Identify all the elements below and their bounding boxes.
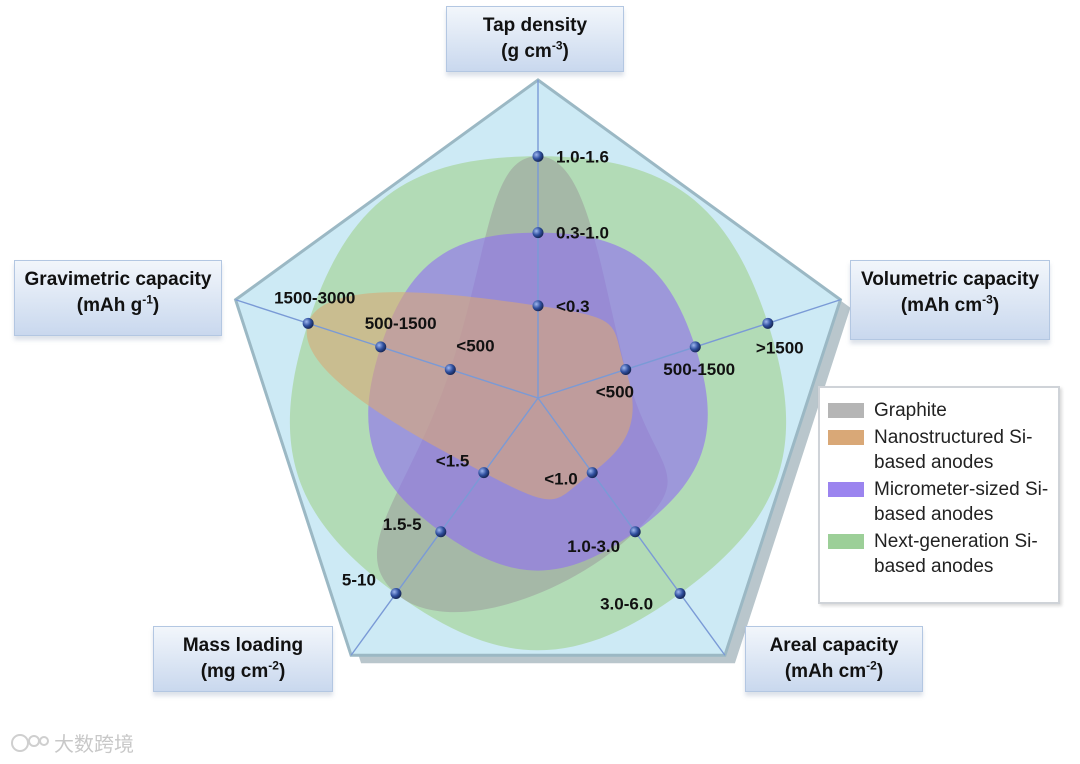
watermark-text: 大数跨境	[54, 734, 134, 756]
legend-swatch	[828, 403, 864, 418]
legend-label-cont: based anodes	[874, 556, 994, 577]
legend-swatch	[828, 482, 864, 497]
legend-item-graphite: Graphite	[828, 398, 1050, 423]
tick-marker-tap-1	[532, 300, 544, 312]
axis-line-vol	[537, 299, 841, 399]
tick-marker-mass-3	[390, 588, 402, 600]
tick-label-mass-1: <1.5	[436, 452, 470, 471]
legend-swatch	[828, 430, 864, 445]
tick-marker-grav-1	[444, 364, 456, 376]
tick-label-grav-3: 1500-3000	[274, 288, 355, 307]
legend-label: Nanostructured Si-	[874, 427, 1033, 448]
axis-line-areal	[537, 397, 726, 656]
tick-label-vol-3: >1500	[756, 338, 804, 357]
legend-item-micrometer: Micrometer-sized Si- based anodes	[828, 477, 1050, 527]
tick-label-grav-1: <500	[456, 337, 494, 356]
tick-label-grav-2: 500-1500	[365, 314, 437, 333]
tick-label-tap-3: 1.0-1.6	[556, 147, 609, 166]
legend-label: Next-generation Si-	[874, 531, 1038, 552]
axis-title-vol: Volumetric capacity (mAh cm-3)	[850, 260, 1050, 340]
watermark-logo-icon	[11, 733, 49, 752]
legend: Graphite Nanostructured Si- based anodes…	[818, 386, 1060, 604]
tick-marker-areal-2	[629, 526, 641, 538]
tick-label-areal-1: <1.0	[544, 470, 578, 489]
tick-marker-tap-2	[532, 227, 544, 239]
tick-marker-vol-1	[620, 364, 632, 376]
tick-marker-areal-3	[674, 588, 686, 600]
tick-marker-mass-2	[435, 526, 447, 538]
axis-title-mass: Mass loading (mg cm-2)	[153, 626, 333, 692]
axis-line-mass	[350, 397, 539, 656]
tick-marker-areal-1	[586, 467, 598, 479]
legend-item-next-gen: Next-generation Si- based anodes	[828, 529, 1050, 579]
tick-label-areal-2: 1.0-3.0	[567, 537, 620, 556]
tick-marker-vol-3	[762, 317, 774, 329]
tick-label-vol-2: 500-1500	[663, 360, 735, 379]
tick-label-tap-1: <0.3	[556, 297, 590, 316]
legend-label: Micrometer-sized Si-	[874, 479, 1049, 500]
tick-label-areal-3: 3.0-6.0	[600, 595, 653, 614]
legend-label-cont: based anodes	[874, 452, 994, 473]
tick-marker-tap-3	[532, 150, 544, 162]
tick-marker-mass-1	[478, 467, 490, 479]
axis-title-grav: Gravimetric capacity (mAh g-1)	[14, 260, 222, 336]
tick-marker-vol-2	[689, 341, 701, 353]
tick-label-tap-2: 0.3-1.0	[556, 224, 609, 243]
tick-label-mass-3: 5-10	[342, 571, 376, 590]
watermark: 大数跨境	[10, 728, 134, 757]
tick-marker-grav-2	[375, 341, 387, 353]
tick-marker-grav-3	[302, 317, 314, 329]
axis-line-grav	[235, 299, 539, 399]
axis-title-tap: Tap density (g cm-3)	[446, 6, 624, 72]
legend-label: Graphite	[874, 400, 947, 421]
tick-label-mass-2: 1.5-5	[383, 515, 422, 534]
legend-label-cont: based anodes	[874, 504, 994, 525]
series-area-nanostructured	[306, 292, 633, 500]
tick-label-vol-1: <500	[596, 383, 634, 402]
axis-title-areal: Areal capacity (mAh cm-2)	[745, 626, 923, 692]
legend-item-nanostructured: Nanostructured Si- based anodes	[828, 425, 1050, 475]
legend-swatch	[828, 534, 864, 549]
